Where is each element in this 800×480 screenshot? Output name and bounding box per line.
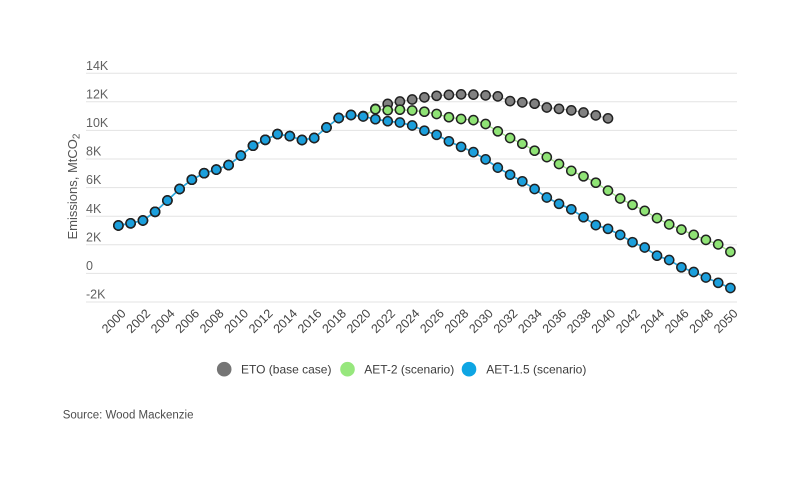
svg-text:2K: 2K — [86, 230, 102, 244]
svg-text:AET-1.5 (scenario): AET-1.5 (scenario) — [486, 362, 586, 376]
svg-text:12K: 12K — [86, 87, 109, 101]
svg-text:AET-2 (scenario): AET-2 (scenario) — [364, 362, 454, 376]
svg-text:-2K: -2K — [86, 288, 106, 302]
svg-text:14K: 14K — [86, 59, 109, 73]
svg-text:0: 0 — [86, 259, 93, 273]
svg-text:8K: 8K — [86, 145, 102, 159]
svg-text:6K: 6K — [86, 173, 102, 187]
svg-text:10K: 10K — [86, 116, 109, 130]
svg-text:4K: 4K — [86, 202, 102, 216]
svg-text:Emissions, MtCO2: Emissions, MtCO2 — [65, 133, 83, 239]
svg-text:ETO (base case): ETO (base case) — [241, 362, 331, 376]
svg-text:Source: Wood Mackenzie: Source: Wood Mackenzie — [63, 410, 194, 422]
